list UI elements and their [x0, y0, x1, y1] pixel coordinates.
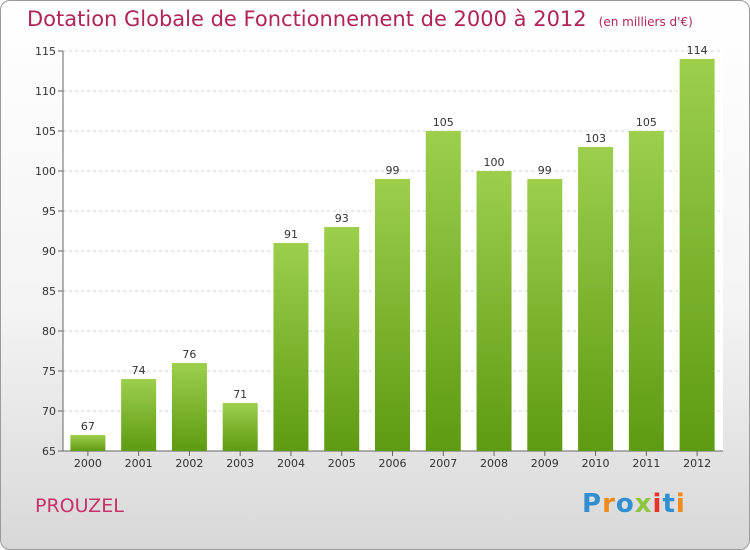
y-tick-label: 65: [42, 445, 56, 458]
bar-value-label: 103: [585, 132, 606, 145]
x-tick-label: 2001: [125, 457, 153, 470]
y-tick-label: 105: [35, 125, 56, 138]
bar: [273, 243, 309, 451]
bar: [679, 59, 715, 451]
x-tick-label: 2000: [74, 457, 102, 470]
y-tick-label: 100: [35, 165, 56, 178]
x-tick-label: 2004: [277, 457, 305, 470]
data-labels: 67 74 76 71 91 93 99 105 100 99 103 105 114: [81, 44, 708, 433]
commune-name: PROUZEL: [35, 495, 124, 517]
chart-title-text: Dotation Globale de Fonctionnement de 20…: [27, 7, 587, 31]
bar-value-label: 114: [687, 44, 708, 57]
bar-value-label: 105: [636, 116, 657, 129]
bar: [476, 171, 512, 451]
logo-letter: t: [662, 489, 676, 519]
bar: [121, 379, 157, 451]
x-tick-label: 2003: [226, 457, 254, 470]
bar: [578, 147, 614, 451]
x-tick-label: 2010: [582, 457, 610, 470]
bar-value-label: 67: [81, 420, 95, 433]
logo-letter: i: [652, 489, 663, 519]
bar-value-label: 100: [484, 156, 505, 169]
x-tick-label: 2011: [632, 457, 660, 470]
y-tick-label: 70: [42, 405, 56, 418]
chart-title: Dotation Globale de Fonctionnement de 20…: [27, 7, 693, 31]
bar: [171, 363, 207, 451]
y-tick-label: 95: [42, 205, 56, 218]
y-tick-label: 85: [42, 285, 56, 298]
bar: [425, 131, 461, 451]
bar: [70, 435, 106, 451]
x-tick-label: 2012: [683, 457, 711, 470]
bar-value-label: 105: [433, 116, 454, 129]
bar: [324, 227, 360, 451]
y-tick-label: 110: [35, 85, 56, 98]
proxiti-logo: Proxiti: [582, 489, 686, 519]
logo-letter: o: [615, 489, 635, 519]
x-tick-label: 2005: [328, 457, 356, 470]
bar: [527, 179, 563, 451]
x-tick-label: 2006: [379, 457, 407, 470]
chart-unit: (en milliers d'€): [598, 15, 693, 29]
bar: [222, 403, 258, 451]
bar-value-label: 93: [335, 212, 349, 225]
bar-value-label: 76: [182, 348, 196, 361]
logo-letter: P: [582, 489, 603, 519]
x-tick-label: 2007: [429, 457, 457, 470]
y-tick-label: 75: [42, 365, 56, 378]
y-tick-label: 90: [42, 245, 56, 258]
y-tick-label: 80: [42, 325, 56, 338]
bar-value-label: 99: [386, 164, 400, 177]
x-tick-label: 2009: [531, 457, 559, 470]
logo-letter: x: [634, 489, 653, 519]
bar-value-label: 71: [233, 388, 247, 401]
bar-value-label: 99: [538, 164, 552, 177]
x-tick-label: 2008: [480, 457, 508, 470]
logo-letter: i: [675, 489, 686, 519]
bar: [375, 179, 410, 451]
bar-value-label: 74: [132, 364, 146, 377]
bars: [70, 59, 715, 451]
x-tick-label: 2002: [175, 457, 203, 470]
bar-value-label: 91: [284, 228, 298, 241]
y-tick-label: 115: [35, 45, 56, 58]
logo-letter: r: [602, 489, 616, 519]
bar: [628, 131, 664, 451]
